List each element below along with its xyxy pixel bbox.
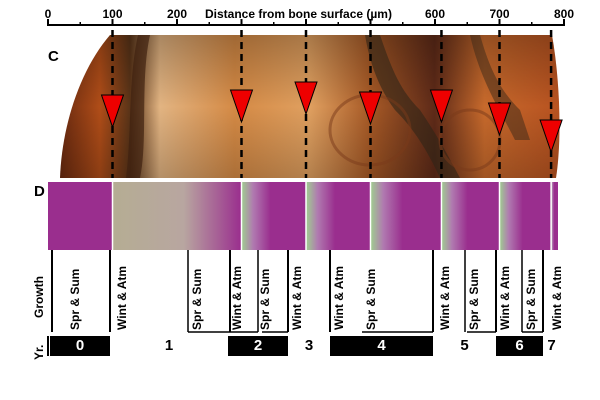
axis-tick-label: 700 xyxy=(489,7,510,21)
axis-tick-label: 600 xyxy=(424,7,446,21)
axis-tick-label: 200 xyxy=(166,7,188,21)
red-arrow-marker xyxy=(100,94,125,129)
panel-d-label: D xyxy=(34,183,45,200)
growth-year-rows xyxy=(47,250,544,356)
axis-title: Distance from bone surface (µm) xyxy=(205,7,392,21)
growth-season-label: Spr & Sum xyxy=(524,268,538,330)
axis-tick-label: 0 xyxy=(44,7,52,21)
year-bar xyxy=(228,336,288,356)
red-arrow-marker xyxy=(429,89,454,124)
color-band xyxy=(370,182,442,250)
growth-season-label: Spr & Sum xyxy=(68,268,82,330)
year-number: 1 xyxy=(164,337,174,354)
red-arrow-marker xyxy=(229,89,254,124)
growth-season-label: Spr & Sum xyxy=(364,268,378,330)
growth-season-label: Spr & Sum xyxy=(467,268,481,330)
color-band xyxy=(112,182,242,250)
color-band xyxy=(551,182,558,250)
red-arrow-marker xyxy=(358,91,383,126)
red-arrow-marker xyxy=(487,102,512,137)
red-arrow-marker xyxy=(539,119,563,154)
year-number: 5 xyxy=(460,337,469,354)
year-number: 6 xyxy=(515,337,524,354)
growth-season-label: Wint & Atm xyxy=(230,265,244,330)
panel-c-label: C xyxy=(48,48,59,65)
color-band xyxy=(499,182,552,250)
color-band xyxy=(306,182,371,250)
growth-season-label: Wint & Atm xyxy=(290,265,304,330)
growth-season-label: Wint & Atm xyxy=(550,265,564,330)
growth-season-label: Wint & Atm xyxy=(115,265,129,330)
color-band xyxy=(48,182,113,250)
growth-season-label: Wint & Atm xyxy=(498,265,512,330)
year-number: 3 xyxy=(304,337,314,354)
axis-tick-label: 100 xyxy=(102,7,123,21)
year-bar xyxy=(330,336,433,356)
year-number: 7 xyxy=(547,337,556,354)
distance-axis xyxy=(47,19,565,26)
growth-season-label: Wint & Atm xyxy=(332,265,346,330)
year-number: 4 xyxy=(377,337,386,354)
year-bar xyxy=(50,336,110,356)
axis-tick-label: 800 xyxy=(553,7,575,21)
year-bar xyxy=(496,336,543,356)
year-number: 0 xyxy=(75,337,85,354)
growth-season-label: Wint & Atm xyxy=(438,265,452,330)
growth-season-label: Spr & Sum xyxy=(258,268,272,330)
year-number: 2 xyxy=(253,337,263,354)
color-band xyxy=(241,182,306,250)
growth-season-label: Spr & Sum xyxy=(190,268,204,330)
histology-image xyxy=(60,30,563,178)
color-band xyxy=(441,182,500,250)
red-arrow-marker xyxy=(294,81,318,116)
color-band-panel xyxy=(48,182,558,250)
